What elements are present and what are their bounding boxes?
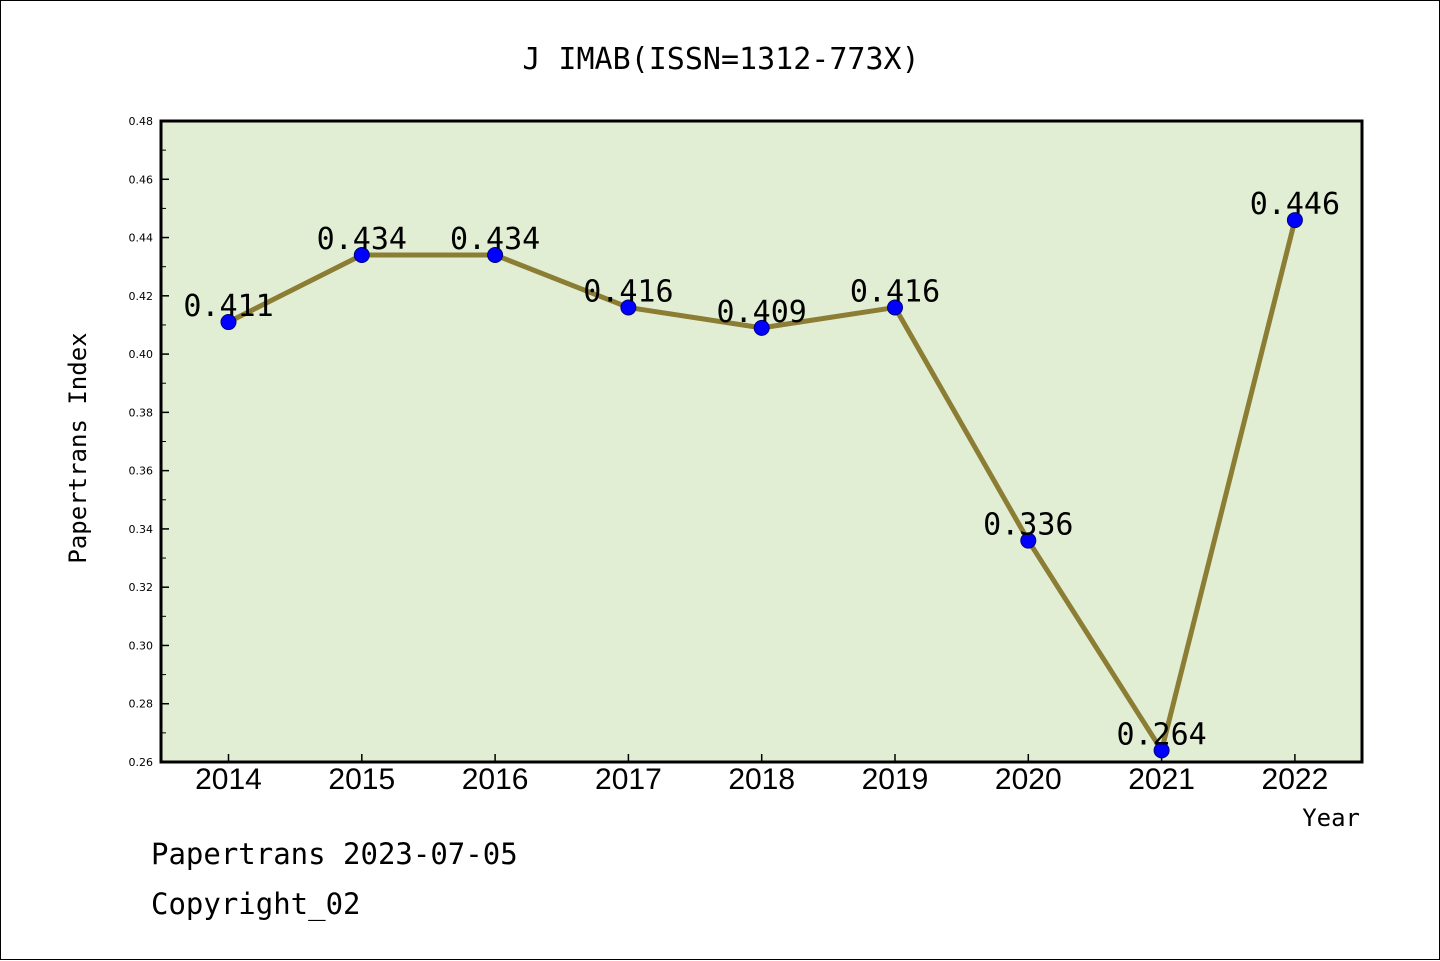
data-label: 0.434 <box>450 222 540 257</box>
y-tick-label: 0.32 <box>129 581 154 594</box>
x-tick-label: 2020 <box>995 763 1062 796</box>
data-label: 0.409 <box>717 295 807 330</box>
y-tick-label: 0.44 <box>129 232 154 245</box>
chart-title: J IMAB(ISSN=1312-773X) <box>522 42 919 77</box>
x-tick-label: 2017 <box>595 763 662 796</box>
x-tick-label: 2018 <box>728 763 795 796</box>
data-label: 0.416 <box>583 274 673 309</box>
data-point <box>1020 532 1037 549</box>
data-labels: 0.411 0.434 0.434 0.416 0.409 0.416 0.336 0.264… <box>183 187 1340 752</box>
data-label: 0.336 <box>983 508 1073 543</box>
y-tick-label: 0.40 <box>129 348 154 361</box>
data-point <box>753 319 770 336</box>
x-tick-label: 2014 <box>195 763 262 796</box>
data-point <box>353 247 370 264</box>
y-tick-label: 0.34 <box>129 523 154 536</box>
data-label: 0.264 <box>1116 717 1206 752</box>
data-label: 0.446 <box>1250 187 1340 222</box>
y-tick-label: 0.46 <box>129 173 154 186</box>
footer-date-text: Papertrans 2023-07-05 <box>151 837 518 871</box>
y-tick-label: 0.42 <box>129 290 154 303</box>
data-point <box>220 314 237 331</box>
y-tick-label: 0.36 <box>129 465 154 478</box>
data-point <box>620 299 637 316</box>
footer-copyright-text: Copyright_02 <box>151 887 361 921</box>
x-tick-label: 2021 <box>1128 763 1195 796</box>
y-axis: 0.26 0.28 0.30 0.32 0.34 0.36 0.38 0.40 0.42 0.44… <box>129 115 169 769</box>
data-point <box>1286 212 1303 229</box>
plot-area <box>159 119 1364 764</box>
x-tick-label: 2016 <box>462 763 529 796</box>
x-tick-label: 2019 <box>862 763 929 796</box>
series-markers <box>220 212 1303 759</box>
y-tick-label: 0.48 <box>129 115 154 128</box>
data-point <box>887 299 903 316</box>
x-tick-label: 2022 <box>1262 763 1329 796</box>
data-point <box>487 247 504 264</box>
data-label: 0.434 <box>317 222 407 257</box>
data-label: 0.411 <box>183 289 273 324</box>
data-point <box>1153 742 1170 759</box>
y-tick-label: 0.30 <box>129 639 154 652</box>
y-axis-label: Papertrans Index <box>64 332 92 563</box>
y-tick-label: 0.28 <box>129 698 154 711</box>
y-tick-label: 0.38 <box>129 406 154 419</box>
x-axis-label: Year <box>1302 804 1360 832</box>
x-axis: 2014 2015 2016 2017 2018 2019 2020 2021 2022 <box>195 754 1328 796</box>
data-label: 0.416 <box>850 274 940 309</box>
x-tick-label: 2015 <box>328 763 395 796</box>
y-tick-label: 0.26 <box>129 756 154 769</box>
